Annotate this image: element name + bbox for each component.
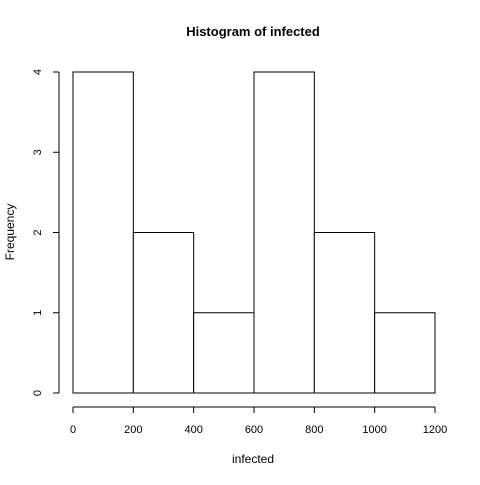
histogram-bar-2 — [193, 312, 255, 394]
x-axis-label: infected — [232, 452, 274, 466]
x-tick-label-600: 600 — [245, 424, 263, 436]
histogram-bar-4 — [313, 232, 376, 394]
histogram-bar-3 — [253, 71, 315, 394]
y-axis-label: Frequency — [3, 204, 17, 261]
x-tick-label-200: 200 — [124, 424, 142, 436]
x-tick-label-800: 800 — [305, 424, 323, 436]
x-axis: 0 200 400 600 800 1000 1200 — [70, 406, 447, 436]
x-tick-label-0: 0 — [70, 424, 76, 436]
y-tick-label-0: 0 — [32, 390, 44, 396]
x-tick-label-400: 400 — [184, 424, 202, 436]
x-tick-label-1000: 1000 — [362, 424, 386, 436]
chart-title: Histogram of infected — [186, 24, 320, 39]
x-tick-label-1200: 1200 — [423, 424, 447, 436]
bars-group — [72, 71, 436, 394]
histogram-bar-1 — [132, 232, 195, 394]
y-axis: 0 1 2 3 4 — [32, 69, 60, 396]
y-tick-label-1: 1 — [32, 310, 44, 316]
histogram-bar-5 — [374, 312, 436, 394]
y-tick-label-4: 4 — [32, 69, 44, 75]
y-tick-label-2: 2 — [32, 229, 44, 235]
histogram-bar-0 — [72, 71, 134, 394]
y-tick-label-3: 3 — [32, 149, 44, 155]
